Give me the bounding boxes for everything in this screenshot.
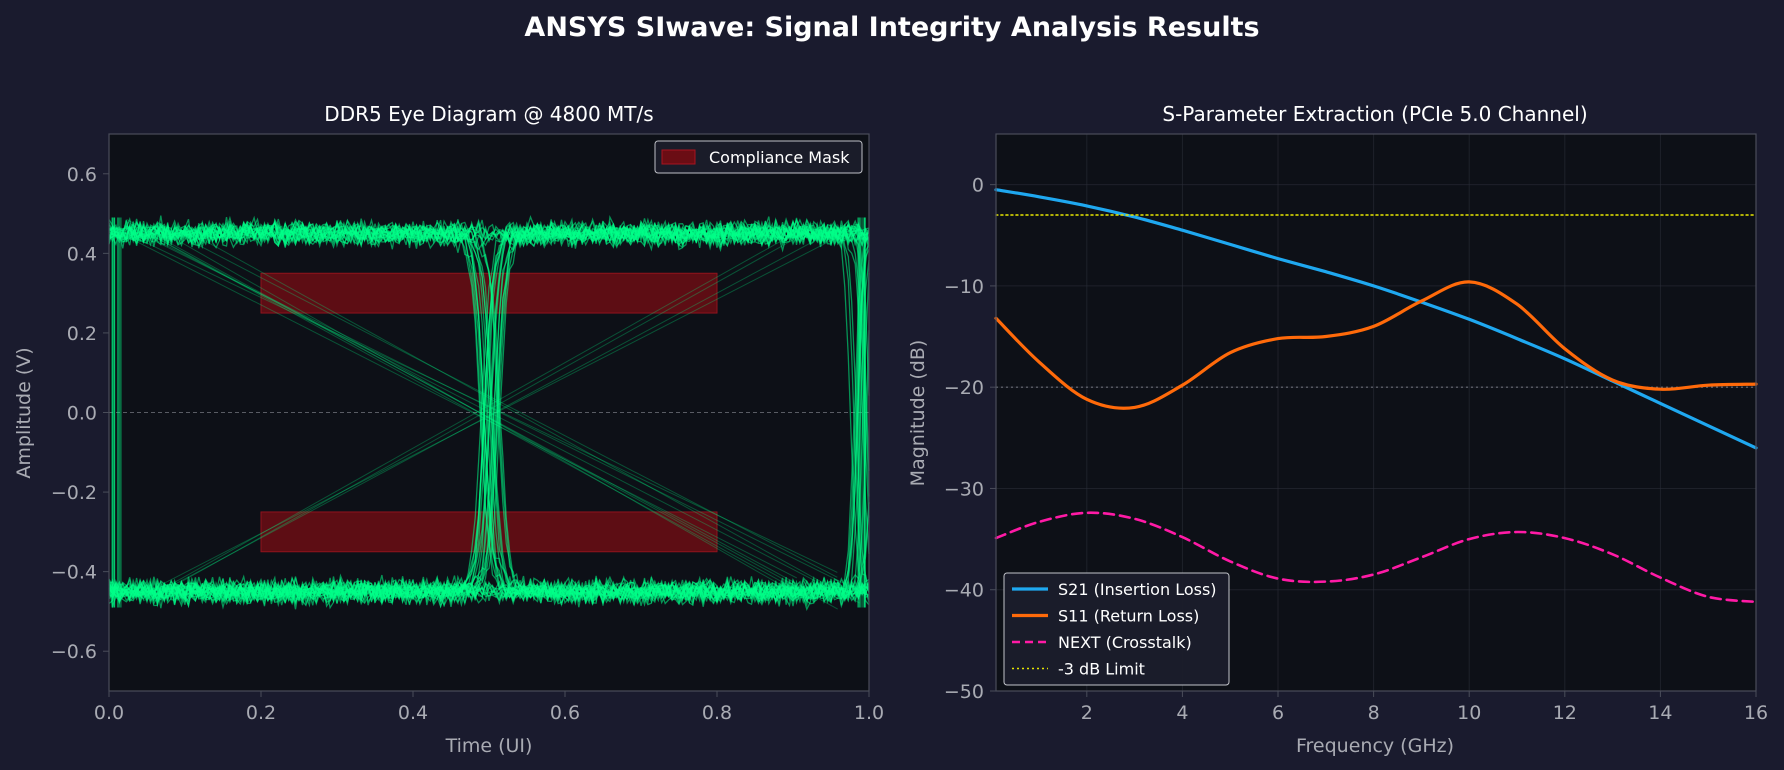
eye-trace (108, 218, 870, 606)
eye-ytick-label: 0.2 (67, 323, 97, 345)
eye-trace (177, 225, 860, 604)
sp-xtick-label: 14 (1648, 702, 1672, 724)
eye-trace (148, 233, 798, 585)
sp-y-axis-label: Magnitude (dB) (907, 340, 929, 487)
eye-trace (125, 220, 814, 600)
eye-ytick-label: 0.0 (67, 403, 97, 425)
eye-trace (108, 219, 870, 606)
eye-trace (108, 215, 870, 607)
eye-trace (114, 227, 838, 573)
eye-trace (182, 236, 838, 578)
eye-ytick-label: −0.6 (51, 641, 97, 663)
eye-trace (143, 226, 841, 602)
eye-trace (108, 217, 870, 606)
next-crosstalk-legend-label: NEXT (Crosstalk) (1058, 633, 1192, 652)
eye-trace (174, 222, 813, 583)
eye-legend: Compliance Mask (654, 140, 863, 174)
eye-trace (126, 218, 838, 610)
minus-3db-limit-legend-label: -3 dB Limit (1058, 660, 1145, 679)
sp-xtick-label: 16 (1744, 702, 1768, 724)
eye-trace (147, 237, 837, 592)
sp-ytick-label: −40 (944, 580, 984, 602)
eye-trace (108, 217, 870, 606)
eye-xtick-label: 0.0 (94, 702, 124, 724)
eye-ytick-label: 0.4 (67, 243, 97, 265)
eye-diagram-chart: DDR5 Eye Diagram @ 4800 MT/s Time (UI) A… (13, 102, 884, 757)
eye-trace (179, 227, 816, 584)
eye-chart-title: DDR5 Eye Diagram @ 4800 MT/s (324, 102, 653, 126)
eye-y-axis-label: Amplitude (V) (13, 347, 35, 478)
eye-ytick-label: −0.4 (51, 562, 97, 584)
sp-xtick-label: 6 (1272, 702, 1284, 724)
s11-return-loss-legend-label: S11 (Return Loss) (1058, 607, 1199, 626)
eye-xtick-label: 0.2 (246, 702, 276, 724)
eye-trace (108, 219, 870, 605)
sp-xtick-label: 10 (1457, 702, 1481, 724)
eye-trace (150, 236, 816, 582)
eye-trace (123, 225, 865, 595)
eye-ytick-label: 0.6 (67, 164, 97, 186)
compliance-mask-region (260, 272, 718, 314)
sp-chart-title: S-Parameter Extraction (PCIe 5.0 Channel… (1162, 102, 1587, 126)
sp-xtick-label: 12 (1553, 702, 1577, 724)
eye-trace (129, 237, 798, 579)
sp-ytick-label: −50 (944, 681, 984, 703)
eye-legend-box (654, 140, 863, 174)
sp-legend: S21 (Insertion Loss) S11 (Return Loss) NEX… (1003, 572, 1230, 686)
sp-x-axis-label: Frequency (GHz) (1296, 735, 1454, 757)
eye-trace (108, 219, 870, 610)
sp-ytick-label: 0 (972, 175, 984, 197)
eye-xtick-label: 0.4 (398, 702, 428, 724)
eye-traces (108, 215, 870, 611)
eye-trace (108, 219, 870, 605)
sp-ytick-label: −30 (944, 478, 984, 500)
eye-x-axis-label: Time (UI) (445, 735, 533, 757)
sp-xtick-label: 4 (1176, 702, 1188, 724)
s11-return-loss-line (994, 280, 1758, 410)
eye-xtick-label: 0.8 (702, 702, 732, 724)
eye-trace (182, 242, 797, 595)
eye-xtick-label: 0.6 (550, 702, 580, 724)
sp-axes-frame (995, 133, 1757, 692)
s21-insertion-loss-line (994, 188, 1758, 450)
eye-xtick-label: 1.0 (854, 702, 884, 724)
next-crosstalk-line (994, 511, 1758, 604)
s21-insertion-loss-legend-label: S21 (Insertion Loss) (1058, 580, 1217, 599)
sp-xtick-label: 8 (1368, 702, 1380, 724)
sp-xtick-label: 2 (1081, 702, 1093, 724)
s-parameter-chart: S-Parameter Extraction (PCIe 5.0 Channel… (907, 102, 1768, 757)
sp-ytick-label: −20 (944, 377, 984, 399)
sp-ytick-label: −10 (944, 276, 984, 298)
compliance-mask-legend-swatch (661, 149, 696, 165)
eye-ytick-label: −0.2 (51, 482, 97, 504)
figure-suptitle: ANSYS SIwave: Signal Integrity Analysis … (524, 12, 1259, 43)
sp-legend-box (1003, 572, 1230, 686)
compliance-mask-legend-label: Compliance Mask (709, 148, 850, 167)
